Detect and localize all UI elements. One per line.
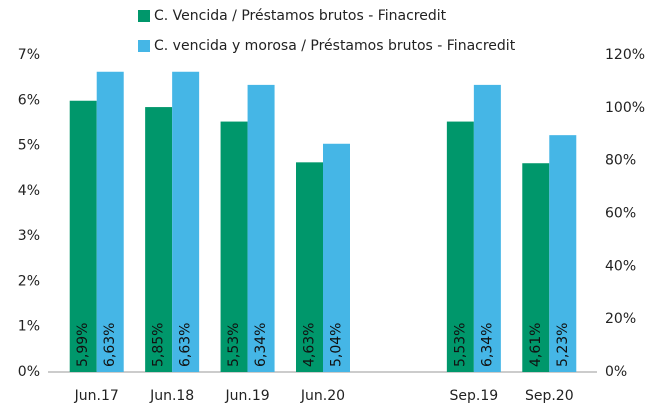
legend-label: C. vencida y morosa / Préstamos brutos -… [154,38,516,54]
value-label: 5,99% [75,323,91,367]
value-label: 6,34% [253,323,269,367]
y2-tick-label: 0% [605,364,627,380]
value-label: 5,53% [226,323,242,367]
y2-tick-label: 100% [605,100,645,116]
value-label: 5,85% [151,323,167,367]
bar [522,163,550,372]
value-label: 5,23% [555,323,571,367]
value-label: 4,63% [302,323,318,367]
bar [549,135,577,372]
bar [473,84,501,372]
x-tick-label: Jun.17 [74,388,119,404]
x-tick-label: Sep.19 [450,388,499,404]
value-label: 6,63% [178,323,194,367]
x-tick-label: Jun.20 [300,388,345,404]
y2-tick-label: 80% [605,153,636,169]
bar [446,121,474,372]
y-tick-label: 5% [18,138,40,154]
x-tick-label: Sep.20 [525,388,574,404]
y2-tick-label: 60% [605,206,636,222]
y-tick-label: 1% [18,319,40,335]
x-tick-label: Jun.18 [149,388,194,404]
bar [172,71,200,373]
x-tick-label: Jun.19 [225,388,270,404]
value-label: 5,53% [452,323,468,367]
bar [247,84,275,372]
y2-tick-label: 40% [605,258,636,274]
value-label: 4,61% [528,323,544,367]
bar [96,71,124,373]
y-tick-label: 0% [18,364,40,380]
legend-label: C. Vencida / Préstamos brutos - Finacred… [154,8,447,24]
value-label: 5,04% [329,323,345,367]
y-tick-label: 3% [18,228,40,244]
bar [69,100,97,372]
y2-tick-label: 120% [605,47,645,63]
y-tick-label: 6% [18,92,40,108]
y-tick-label: 2% [18,273,40,289]
bar [296,162,323,372]
bar [323,143,350,372]
value-label: 6,34% [479,323,495,367]
y-tick-label: 4% [18,183,40,199]
y2-tick-label: 20% [605,311,636,327]
legend-swatch [138,10,150,22]
bar [145,107,173,372]
legend-swatch [138,40,150,52]
y-tick-label: 7% [18,47,40,63]
bar [220,121,248,372]
value-label: 6,63% [102,323,118,367]
